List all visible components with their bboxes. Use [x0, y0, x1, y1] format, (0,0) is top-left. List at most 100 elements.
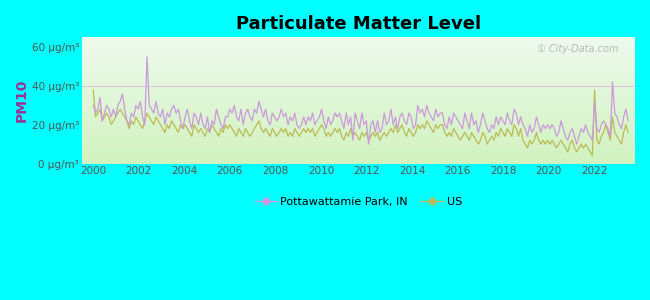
Bar	[82, 77, 635, 78]
Bar	[82, 92, 635, 93]
Bar	[82, 83, 635, 84]
Bar	[82, 146, 635, 147]
Bar	[82, 106, 635, 107]
Bar	[82, 56, 635, 57]
Bar	[82, 96, 635, 97]
Bar	[82, 138, 635, 139]
Bar	[82, 70, 635, 71]
Bar	[82, 65, 635, 66]
Bar	[82, 94, 635, 95]
Bar	[82, 42, 635, 43]
Bar	[82, 79, 635, 80]
Bar	[82, 85, 635, 86]
Bar	[82, 67, 635, 68]
Bar	[82, 162, 635, 163]
Text: ① City-Data.com: ① City-Data.com	[537, 44, 618, 54]
Bar	[82, 121, 635, 122]
Bar	[82, 49, 635, 50]
Bar	[82, 86, 635, 87]
Bar	[82, 47, 635, 48]
Bar	[82, 57, 635, 58]
Bar	[82, 160, 635, 161]
Bar	[82, 74, 635, 75]
Bar	[82, 114, 635, 115]
Bar	[82, 132, 635, 133]
Bar	[82, 40, 635, 41]
Bar	[82, 128, 635, 129]
Bar	[82, 112, 635, 113]
Bar	[82, 76, 635, 77]
Bar	[82, 158, 635, 159]
Bar	[82, 40, 635, 41]
Bar	[82, 161, 635, 162]
Bar	[82, 43, 635, 44]
Legend: Pottawattamie Park, IN, US: Pottawattamie Park, IN, US	[250, 192, 467, 211]
Bar	[82, 153, 635, 154]
Bar	[82, 82, 635, 83]
Bar	[82, 157, 635, 158]
Bar	[82, 69, 635, 70]
Bar	[82, 151, 635, 152]
Bar	[82, 152, 635, 153]
Bar	[82, 105, 635, 106]
Bar	[82, 131, 635, 132]
Title: Particulate Matter Level: Particulate Matter Level	[236, 15, 481, 33]
Bar	[82, 64, 635, 65]
Bar	[82, 54, 635, 55]
Bar	[82, 81, 635, 82]
Bar	[82, 139, 635, 140]
Bar	[82, 159, 635, 160]
Bar	[82, 149, 635, 150]
Bar	[82, 93, 635, 94]
Bar	[82, 45, 635, 46]
Bar	[82, 75, 635, 76]
Bar	[82, 48, 635, 49]
Bar	[82, 122, 635, 123]
Bar	[82, 111, 635, 112]
Bar	[82, 104, 635, 105]
Bar	[82, 107, 635, 108]
Bar	[82, 124, 635, 125]
Bar	[82, 103, 635, 104]
Bar	[82, 90, 635, 91]
Bar	[82, 102, 635, 103]
Bar	[82, 95, 635, 96]
Bar	[82, 39, 635, 40]
Bar	[82, 133, 635, 134]
Bar	[82, 113, 635, 114]
Bar	[82, 135, 635, 136]
Bar	[82, 125, 635, 126]
Bar	[82, 145, 635, 146]
Bar	[82, 53, 635, 54]
Bar	[82, 66, 635, 67]
Bar	[82, 88, 635, 89]
Bar	[82, 137, 635, 138]
Y-axis label: PM10: PM10	[15, 79, 29, 122]
Bar	[82, 87, 635, 88]
Bar	[82, 109, 635, 110]
Bar	[82, 89, 635, 90]
Bar	[82, 98, 635, 99]
Bar	[82, 120, 635, 121]
Bar	[82, 143, 635, 144]
Bar	[82, 68, 635, 69]
Bar	[82, 115, 635, 116]
Bar	[82, 147, 635, 148]
Bar	[82, 52, 635, 53]
Bar	[82, 51, 635, 52]
Bar	[82, 99, 635, 100]
Bar	[82, 144, 635, 145]
Bar	[82, 142, 635, 143]
Bar	[82, 100, 635, 101]
Bar	[82, 117, 635, 118]
Bar	[82, 38, 635, 39]
Bar	[82, 150, 635, 151]
Bar	[82, 130, 635, 131]
Bar	[82, 78, 635, 79]
Bar	[82, 44, 635, 45]
Bar	[82, 148, 635, 149]
Bar	[82, 41, 635, 42]
Bar	[82, 136, 635, 137]
Bar	[82, 61, 635, 62]
Bar	[82, 156, 635, 157]
